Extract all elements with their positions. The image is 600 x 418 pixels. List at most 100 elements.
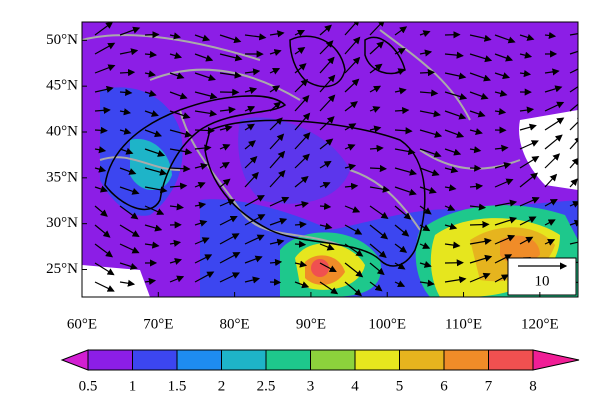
colorbar-bin: [87, 349, 133, 371]
wind-arrow: [444, 241, 461, 249]
wind-arrow: [344, 243, 364, 257]
wind-arrow: [294, 200, 309, 209]
wind-arrow: [319, 222, 333, 230]
wind-arrow: [169, 148, 193, 156]
wind-arrow: [394, 167, 418, 176]
wind-arrow: [244, 195, 265, 207]
wind-arrow: [294, 260, 308, 268]
wind-arrow: [369, 144, 384, 153]
wind-arrow: [544, 198, 558, 207]
wind-arrow: [194, 72, 216, 82]
wind-arrow: [519, 51, 533, 59]
wind-arrow: [394, 48, 406, 55]
wind-arrow: [119, 147, 134, 155]
wind-arrow: [319, 281, 339, 295]
wind-arrow: [419, 279, 435, 287]
wind-arrow: [194, 182, 206, 189]
wind-arrow: [344, 281, 363, 297]
colorbar-bin: [310, 349, 356, 371]
wind-arrow: [319, 40, 334, 55]
wind-arrow: [144, 148, 166, 157]
wind-arrow: [94, 205, 108, 217]
wind-arrow: [244, 87, 258, 94]
colorbar-label: 0.5: [79, 378, 98, 394]
wind-arrow: [419, 69, 436, 77]
wind-arrow: [444, 204, 456, 211]
wind-arrow: [544, 153, 561, 169]
wind-arrow: [294, 112, 311, 131]
wind-arrow: [269, 170, 286, 188]
wind-arrow: [444, 223, 458, 230]
wind-arrow: [269, 68, 281, 75]
wind-arrow: [344, 56, 361, 74]
wind-arrow: [419, 49, 433, 57]
wind-arrow: [269, 238, 285, 246]
wind-arrow: [94, 185, 108, 193]
wind-arrow: [319, 94, 336, 112]
wind-field: [94, 22, 578, 297]
wind-arrow: [444, 72, 467, 80]
wind-arrow: [319, 160, 332, 169]
wind-arrow: [144, 89, 157, 97]
wind-arrow: [544, 173, 558, 188]
wind-arrow: [319, 74, 336, 93]
wind-arrow: [294, 47, 306, 55]
wind-arrow: [169, 91, 188, 100]
wind-arrow: [469, 203, 487, 211]
wind-arrow: [344, 224, 363, 235]
wind-arrow: [494, 108, 507, 116]
wind-arrow: [94, 165, 107, 173]
wind-arrow: [144, 50, 158, 59]
wind-arrow: [294, 78, 309, 93]
wind-arrow: [144, 186, 168, 194]
wind-arrow: [169, 239, 182, 247]
wind-arrow: [444, 110, 467, 120]
wind-arrow: [194, 162, 209, 170]
wind-arrow: [444, 51, 464, 59]
wind-arrow: [344, 36, 361, 55]
wind-arrow: [319, 116, 335, 131]
wind-arrow: [469, 146, 482, 154]
wind-arrow: [219, 71, 242, 79]
wind-arrow: [544, 101, 565, 112]
wind-arrow: [519, 106, 535, 114]
wind-arrow: [244, 276, 261, 284]
wind-arrow: [544, 31, 557, 40]
wind-arrow: [294, 63, 307, 74]
wind-arrow: [494, 199, 518, 207]
wind-arrow: [519, 172, 539, 188]
ocean-mask: [82, 265, 150, 297]
wind-arrow: [519, 155, 540, 169]
wind-arrow: [194, 237, 210, 245]
wind-arrow: [269, 117, 283, 131]
x-tick-label: 90°E: [296, 316, 326, 332]
wind-arrow: [169, 52, 183, 60]
y-tick-label: 30°N: [46, 215, 78, 231]
field-region: [238, 117, 350, 204]
wind-arrow: [569, 178, 578, 188]
wind-arrow: [119, 279, 136, 287]
wind-arrow: [569, 103, 578, 112]
wind-arrow: [219, 252, 241, 264]
colorbar-extend-high: [532, 349, 580, 371]
wind-arrow: [519, 216, 537, 226]
map-field: [82, 22, 578, 297]
wind-arrow: [344, 78, 360, 93]
wind-arrow: [569, 136, 578, 150]
wind-arrow: [244, 123, 255, 131]
wind-arrow: [394, 106, 410, 115]
wind-arrow: [194, 219, 208, 227]
wind-arrow: [369, 164, 388, 173]
wind-arrow: [144, 224, 163, 232]
wind-arrow: [244, 234, 265, 245]
colorbar-label: 2.5: [257, 378, 276, 394]
colorbar-label: 5: [396, 378, 404, 394]
wind-arrow: [119, 186, 140, 195]
wind-arrow: [119, 68, 136, 77]
colorbar-label: 1.5: [168, 378, 187, 394]
wind-arrow: [469, 110, 486, 118]
wind-arrow: [469, 237, 492, 245]
wind-arrow: [469, 91, 489, 100]
wind-arrow: [519, 236, 534, 245]
